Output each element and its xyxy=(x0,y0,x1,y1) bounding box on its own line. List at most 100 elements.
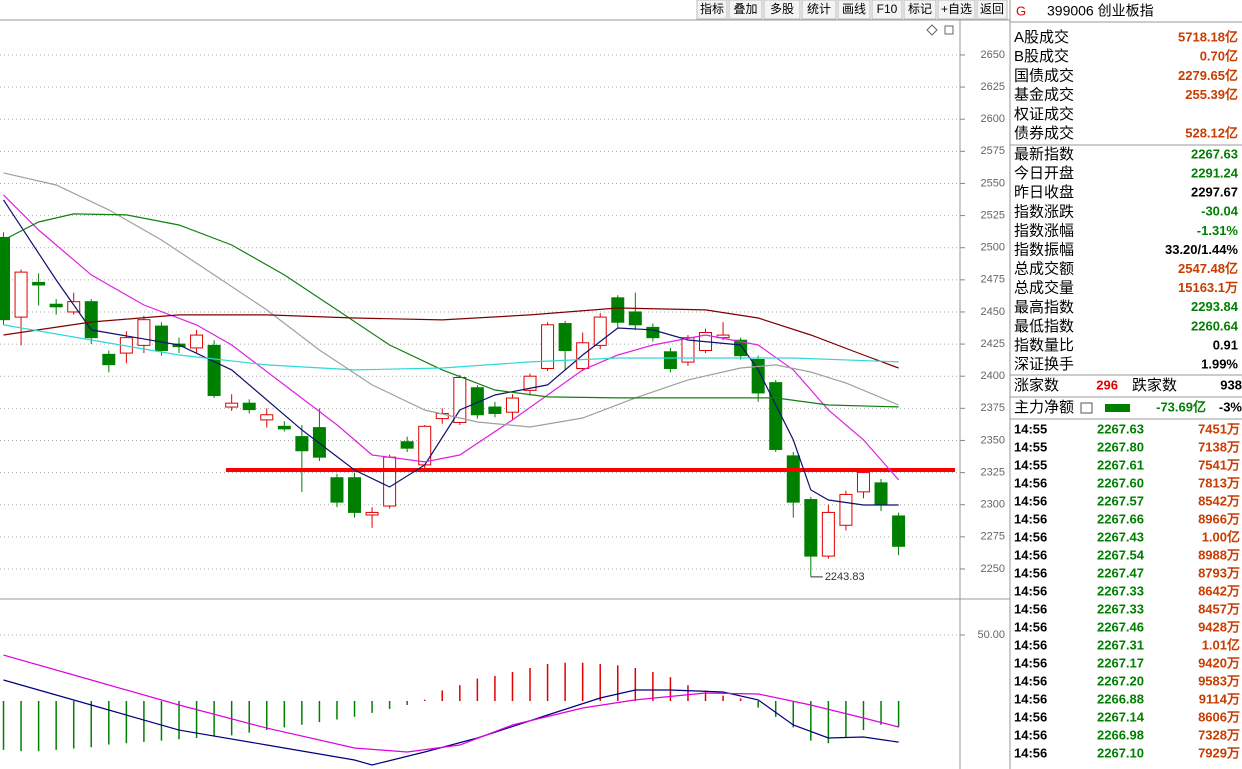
trade-time: 14:56 xyxy=(1014,583,1047,598)
candle-body xyxy=(892,515,906,547)
y-tick-label: 2250 xyxy=(981,563,1005,575)
trade-time: 14:55 xyxy=(1014,457,1047,472)
candle-body xyxy=(295,436,309,452)
trade-price: 2267.10 xyxy=(1097,745,1144,760)
candle-body xyxy=(365,511,379,516)
diamond-icon[interactable] xyxy=(926,24,938,36)
trade-price: 2266.98 xyxy=(1097,727,1144,742)
toolbar-button-label[interactable]: F10 xyxy=(877,2,898,16)
flow-pct: -3% xyxy=(1219,399,1242,414)
row-value: -1.31% xyxy=(1197,223,1239,238)
y-tick-label: 2475 xyxy=(981,274,1005,286)
toolbar-button-label[interactable]: 叠加 xyxy=(733,2,757,16)
trade-volume: 8606万 xyxy=(1198,709,1240,724)
candle-body xyxy=(260,414,274,421)
candle-body xyxy=(32,281,46,286)
row-label: 基金成交 xyxy=(1014,86,1074,104)
row-value: 33.20/1.44% xyxy=(1165,242,1238,257)
row-label: 指数涨跌 xyxy=(1014,203,1074,220)
candle-body xyxy=(663,351,677,369)
toolbar-button[interactable] xyxy=(763,0,801,20)
candle-body xyxy=(558,323,572,352)
quote-title: 399006 创业板指 xyxy=(1047,3,1154,19)
toolbar-button[interactable] xyxy=(976,0,1008,20)
indicator-line xyxy=(3,307,899,369)
row-label: B股成交 xyxy=(1014,47,1069,65)
box-icon[interactable] xyxy=(944,25,954,35)
candle-body xyxy=(734,339,748,357)
trade-price: 2267.54 xyxy=(1097,547,1145,562)
toolbar-button[interactable] xyxy=(801,0,837,20)
trade-time: 14:56 xyxy=(1014,511,1047,526)
toolbar-button-label[interactable]: 指标 xyxy=(700,1,724,16)
trade-time: 14:56 xyxy=(1014,475,1047,490)
row-label: 今日开盘 xyxy=(1014,164,1074,182)
trade-price: 2267.47 xyxy=(1097,565,1144,580)
y-tick-label: 2300 xyxy=(981,499,1005,511)
candle-body xyxy=(0,236,11,321)
toolbar-button-label[interactable]: +自选 xyxy=(941,2,972,16)
row-value: -30.04 xyxy=(1201,204,1239,219)
y-tick-label: 50.00 xyxy=(977,629,1005,641)
trade-volume: 7328万 xyxy=(1198,727,1240,742)
flow-label: 主力净额 xyxy=(1014,399,1074,416)
row-value: 255.39亿 xyxy=(1185,87,1238,102)
y-tick-label: 2375 xyxy=(981,402,1005,414)
candle-body xyxy=(330,477,344,503)
row-value: 2291.24 xyxy=(1191,166,1239,181)
y-tick-label: 2400 xyxy=(981,370,1005,382)
indicator-line xyxy=(3,213,899,408)
row-label: 指数量比 xyxy=(1014,337,1074,354)
trade-price: 2267.61 xyxy=(1097,457,1144,472)
candle-body xyxy=(154,325,168,352)
row-label: 指数振幅 xyxy=(1014,241,1074,258)
candle-body xyxy=(523,375,537,391)
candle-body xyxy=(505,397,519,413)
y-tick-label: 2500 xyxy=(981,242,1005,254)
toolbar-button[interactable] xyxy=(696,0,728,20)
y-tick-label: 2450 xyxy=(981,306,1005,318)
candle-body xyxy=(453,376,467,423)
candle-body xyxy=(207,344,221,396)
trade-volume: 1.01亿 xyxy=(1202,637,1240,652)
y-tick-label: 2550 xyxy=(981,177,1005,189)
row-value: 1.99% xyxy=(1201,357,1238,372)
trade-price: 2267.33 xyxy=(1097,601,1144,616)
trade-volume: 8642万 xyxy=(1198,583,1240,598)
row-label: 总成交量 xyxy=(1014,279,1074,297)
row-value: 2547.48亿 xyxy=(1178,261,1238,276)
row-label: 国债成交 xyxy=(1014,66,1074,84)
candle-body xyxy=(856,472,870,493)
candle-body xyxy=(102,353,116,366)
toolbar-button[interactable] xyxy=(728,0,763,20)
toolbar-button[interactable] xyxy=(871,0,903,20)
breadth-label: 跌家数 xyxy=(1132,377,1177,394)
y-tick-label: 2575 xyxy=(981,145,1005,157)
row-label: 权证成交 xyxy=(1014,105,1074,123)
trade-volume: 8542万 xyxy=(1198,493,1240,508)
row-label: 最新指数 xyxy=(1014,146,1074,163)
indicator-line xyxy=(3,324,899,371)
toolbar-button-label[interactable]: 标记 xyxy=(908,2,932,16)
toolbar-button-label[interactable]: 返回 xyxy=(980,2,1004,16)
trade-time: 14:56 xyxy=(1014,529,1047,544)
toolbar-button[interactable] xyxy=(837,0,871,20)
trade-price: 2266.88 xyxy=(1097,691,1144,706)
trade-volume: 7138万 xyxy=(1198,439,1240,454)
toolbar-button-label[interactable]: 多股 xyxy=(770,2,794,16)
toolbar-button-label[interactable]: 画线 xyxy=(842,2,866,16)
toolbar-button-label[interactable]: 统计 xyxy=(807,2,831,16)
candle-body xyxy=(628,311,642,326)
row-label: 债券成交 xyxy=(1014,124,1074,142)
flow-value: -73.69亿 xyxy=(1156,399,1206,414)
trade-volume: 8966万 xyxy=(1198,511,1240,526)
candle-body xyxy=(383,456,397,507)
trade-volume: 8988万 xyxy=(1198,547,1240,562)
trade-volume: 7451万 xyxy=(1198,421,1240,436)
market-mark: G xyxy=(1016,3,1026,18)
candle-body xyxy=(400,441,414,449)
row-label: 昨日收盘 xyxy=(1014,183,1074,201)
toolbar-button[interactable] xyxy=(903,0,937,20)
toolbar-button[interactable] xyxy=(937,0,976,20)
